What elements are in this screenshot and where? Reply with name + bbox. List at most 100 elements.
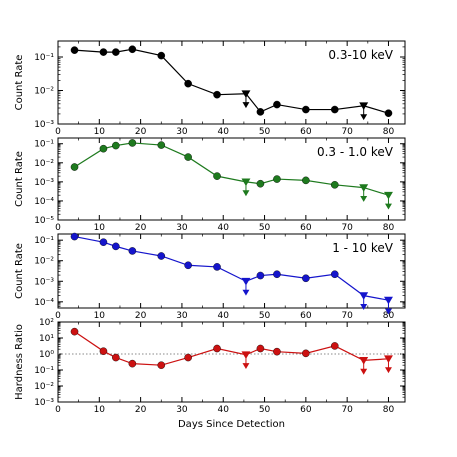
y-axis-label: Hardness Ratio — [14, 324, 25, 400]
upper-limit-arrow-head — [385, 308, 392, 315]
data-point — [213, 344, 221, 353]
upper-limit-arrow-head — [385, 203, 392, 210]
panel-frame — [57, 233, 406, 309]
x-tick-label: 20 — [135, 311, 147, 321]
y-tick-label: 10¹ — [39, 334, 54, 344]
x-tick-label: 70 — [341, 223, 353, 233]
y-tick-label: 10⁻² — [34, 382, 54, 392]
upper-limit-arrow-head — [360, 114, 368, 121]
data-point — [384, 109, 393, 118]
y-axis-label: Count Rate — [14, 55, 25, 111]
data-point — [256, 271, 265, 280]
x-tick-label: 10 — [94, 223, 106, 233]
data-point — [70, 163, 79, 171]
upper-limit-arrow-head — [360, 304, 368, 310]
data-point — [302, 274, 310, 283]
x-tick-label: 10 — [94, 127, 106, 137]
upper-limit-arrow-head — [385, 367, 392, 374]
x-tick-label: 50 — [259, 311, 271, 321]
data-point — [70, 327, 79, 336]
data-point — [330, 105, 339, 114]
data-point — [157, 141, 166, 149]
y-tick-label: 10⁻³ — [34, 120, 54, 130]
x-tick-label: 10 — [94, 405, 106, 415]
data-point — [302, 176, 310, 185]
x-tick-label: 0 — [55, 223, 61, 233]
band-label: 0.3-10 keV — [328, 48, 393, 62]
x-tick-label: 70 — [341, 127, 353, 137]
data-point — [213, 90, 221, 99]
y-tick-label: 10⁻² — [34, 257, 54, 267]
x-tick-label: 40 — [218, 405, 230, 415]
x-tick-label: 70 — [341, 311, 353, 321]
y-tick-label: 10⁻¹ — [34, 140, 54, 150]
data-point — [112, 242, 120, 251]
upper-limit-arrow-head — [242, 363, 250, 370]
upper-limit-arrow-head — [242, 289, 250, 296]
data-point — [213, 172, 221, 180]
data-point — [99, 238, 108, 246]
y-tick-label: 10² — [39, 318, 54, 328]
data-point — [112, 48, 120, 56]
data-point — [256, 179, 265, 188]
data-point — [302, 105, 310, 114]
upper-limit-arrow-head — [360, 196, 368, 202]
x-tick-label: 50 — [259, 405, 271, 415]
y-tick-label: 10⁻² — [34, 86, 54, 96]
x-tick-label: 40 — [218, 311, 230, 321]
panel-1: 10⁻¹ 10⁻² 10⁻³0 10 20 30 40 50 60 70 80 Count Rate 0… — [14, 40, 406, 137]
data-point — [330, 181, 339, 189]
y-axis-label: Count Rate — [14, 151, 25, 207]
data-point — [99, 144, 108, 153]
data-point — [157, 361, 166, 369]
y-axis-label: Count Rate — [14, 243, 25, 299]
data-point — [330, 342, 339, 350]
data-point — [70, 46, 79, 54]
y-tick-label: 10⁻¹ — [34, 236, 54, 246]
data-point — [256, 344, 265, 353]
data-point — [99, 48, 108, 56]
x-tick-label: 30 — [176, 127, 188, 137]
data-point — [273, 175, 281, 183]
data-point — [99, 347, 108, 355]
y-tick-label: 10⁰ — [39, 350, 54, 360]
x-tick-label: 80 — [383, 127, 395, 137]
y-tick-label: 10⁻⁵ — [34, 216, 54, 226]
x-tick-label: 0 — [55, 311, 61, 321]
data-point — [184, 153, 192, 161]
x-tick-label: 60 — [300, 405, 312, 415]
x-tick-label: 20 — [135, 127, 147, 137]
upper-limit-arrow-head — [360, 368, 368, 375]
x-tick-label: 20 — [135, 223, 147, 233]
data-point — [213, 263, 221, 271]
panel-frame — [57, 321, 406, 403]
data-point — [112, 353, 120, 362]
x-tick-label: 50 — [259, 127, 271, 137]
data-point — [128, 247, 137, 255]
y-tick-label: 10⁻¹ — [34, 366, 54, 376]
data-point — [273, 347, 281, 356]
data-point — [184, 79, 192, 88]
x-tick-label: 40 — [218, 223, 230, 233]
x-tick-label: 30 — [176, 223, 188, 233]
panel-4: 10² 10¹ 10⁰ 10⁻¹ 10⁻² 10⁻³0 10 20 30 40 50 60 70 80 Ha… — [14, 318, 406, 415]
x-tick-label: 10 — [94, 311, 106, 321]
data-point — [184, 261, 192, 270]
x-tick-label: 80 — [383, 311, 395, 321]
panel-frame — [57, 137, 406, 221]
y-tick-label: 10⁻³ — [34, 398, 54, 408]
panel-frame — [57, 40, 406, 125]
data-point — [330, 270, 339, 279]
band-label: 1 - 10 keV — [332, 241, 394, 255]
data-point — [128, 139, 137, 147]
panel-2: 10⁻¹ 10⁻² 10⁻³ 10⁻⁴ 10⁻⁵0 10 20 30 40 50 60 70 80 Cou… — [14, 137, 406, 233]
x-tick-label: 80 — [383, 405, 395, 415]
panel-3: 10⁻¹ 10⁻² 10⁻³ 10⁻⁴0 10 20 30 40 50 60 70 80 Count R… — [14, 232, 406, 321]
data-point — [273, 270, 281, 279]
band-label: 0.3 - 1.0 keV — [317, 145, 394, 159]
data-point — [70, 232, 79, 241]
x-tick-label: 60 — [300, 127, 312, 137]
x-tick-label: 60 — [300, 223, 312, 233]
